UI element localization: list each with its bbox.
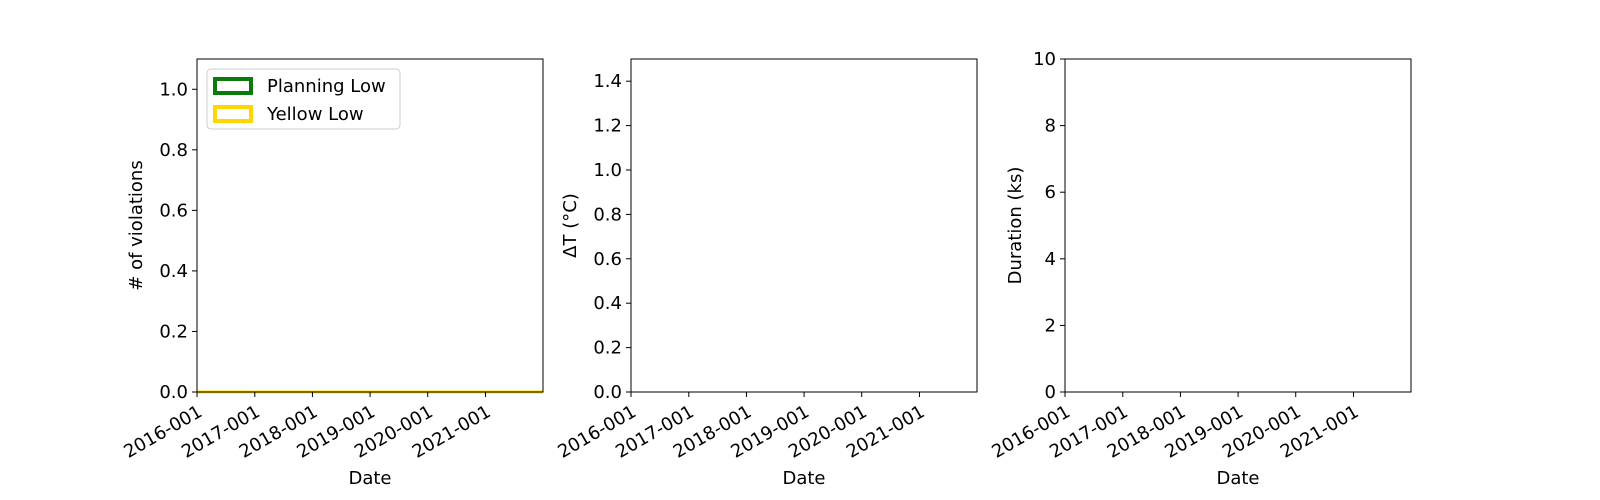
- y-tick-label: 0.2: [159, 321, 188, 342]
- y-axis-label: ΔT (°C): [560, 193, 581, 258]
- legend-swatch-1: [213, 77, 253, 95]
- y-tick-label: 10: [1033, 49, 1056, 70]
- y-tick-label: 8: [1045, 116, 1056, 137]
- chart-panel-1: 2016-0012017-0012018-0012019-0012020-001…: [120, 58, 544, 489]
- y-tick-label: 0.4: [159, 261, 188, 282]
- y-axis-label: # of violations: [126, 160, 147, 290]
- y-tick-label: 1.4: [593, 71, 622, 92]
- y-tick-label: 0.8: [593, 204, 622, 225]
- legend-label-1: Planning Low: [267, 76, 386, 97]
- x-axis-label: Date: [348, 468, 391, 489]
- legend-swatch-2: [213, 105, 253, 123]
- y-tick-label: 0.4: [593, 293, 622, 314]
- y-tick-label: 1.0: [159, 79, 188, 100]
- y-tick-label: 0.0: [593, 382, 622, 403]
- chart-panel-2: 2016-0012017-0012018-0012019-0012020-001…: [554, 58, 978, 489]
- x-axis-label: Date: [1216, 468, 1259, 489]
- y-tick-label: 2: [1045, 315, 1056, 336]
- x-axis-label: Date: [782, 468, 825, 489]
- y-tick-label: 1.2: [593, 116, 622, 137]
- legend-label-2: Yellow Low: [266, 104, 364, 125]
- y-tick-label: 0.6: [593, 249, 622, 270]
- plot-frame: [1064, 58, 1412, 393]
- chart-panel-3: 2016-0012017-0012018-0012019-0012020-001…: [988, 49, 1412, 489]
- y-axis-label: Duration (ks): [1005, 167, 1026, 285]
- y-tick-label: 0.6: [159, 200, 188, 221]
- y-tick-label: 0.8: [159, 140, 188, 161]
- y-tick-label: 0.0: [159, 382, 188, 403]
- y-tick-label: 0.2: [593, 338, 622, 359]
- y-tick-label: 0: [1045, 382, 1056, 403]
- y-tick-label: 4: [1045, 249, 1056, 270]
- y-tick-label: 1.0: [593, 160, 622, 181]
- y-tick-label: 6: [1045, 182, 1056, 203]
- plot-frame: [630, 58, 978, 393]
- legend-box: [206, 68, 401, 130]
